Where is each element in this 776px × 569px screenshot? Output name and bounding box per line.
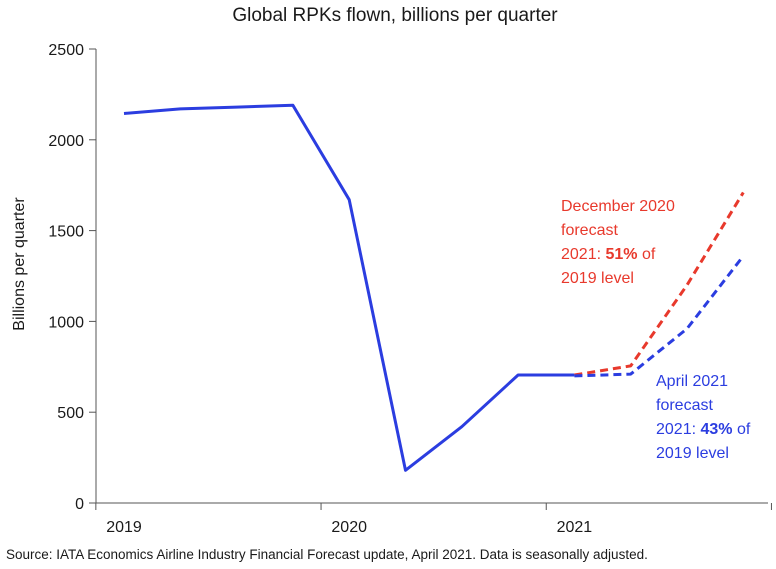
annotation-highlight: 51% bbox=[605, 246, 637, 263]
series-actual-line bbox=[123, 103, 575, 472]
annotation-line: 2019 level bbox=[656, 445, 729, 462]
rpk-line-chart: Global RPKs flown, billions per quarter … bbox=[11, 5, 772, 536]
annotation-text: 2021: bbox=[561, 246, 605, 263]
series-layer bbox=[123, 103, 745, 472]
annotation-text: 2021: bbox=[656, 421, 700, 438]
annotation-line: April 2021 bbox=[656, 373, 728, 390]
series-apr-2021-forecast-line bbox=[574, 255, 745, 378]
y-tick-label: 2000 bbox=[48, 133, 84, 150]
annotation-line: forecast bbox=[561, 222, 618, 239]
annotation-text: 2019 level bbox=[656, 445, 729, 462]
annotation-text: forecast bbox=[656, 397, 713, 414]
annotation-text: December 2020 bbox=[561, 198, 675, 215]
y-tick-label: 1500 bbox=[48, 224, 84, 241]
annotation-line: 2019 level bbox=[561, 270, 634, 287]
annotation-line: forecast bbox=[656, 397, 713, 414]
annotation-text: April 2021 bbox=[656, 373, 728, 390]
annotation-line: 2021: 51% of bbox=[561, 246, 656, 263]
annotation-text: forecast bbox=[561, 222, 618, 239]
series-dec-2020-forecast-line bbox=[574, 191, 745, 377]
y-tick-label: 500 bbox=[57, 405, 84, 422]
y-tick-label: 2500 bbox=[48, 42, 84, 59]
axes: 0 500 1000 1500 2000 2500 2019 2020 2021 bbox=[48, 42, 772, 536]
x-tick-label: 2021 bbox=[557, 519, 593, 536]
annotation-line: December 2020 bbox=[561, 198, 675, 215]
y-tick-label: 1000 bbox=[48, 314, 84, 331]
annotation-line: 2021: 43% of bbox=[656, 421, 751, 438]
annotation-text: 2019 level bbox=[561, 270, 634, 287]
annotation-text: of bbox=[638, 246, 656, 263]
annotation-highlight: 43% bbox=[700, 421, 732, 438]
y-axis-label: Billions per quarter bbox=[11, 197, 28, 331]
chart-title: Global RPKs flown, billions per quarter bbox=[232, 5, 558, 26]
x-tick-label: 2019 bbox=[106, 519, 142, 536]
annotation-text: of bbox=[733, 421, 751, 438]
y-tick-label: 0 bbox=[75, 496, 84, 513]
source-note: Source: IATA Economics Airline Industry … bbox=[6, 547, 648, 562]
x-tick-label: 2020 bbox=[331, 519, 367, 536]
